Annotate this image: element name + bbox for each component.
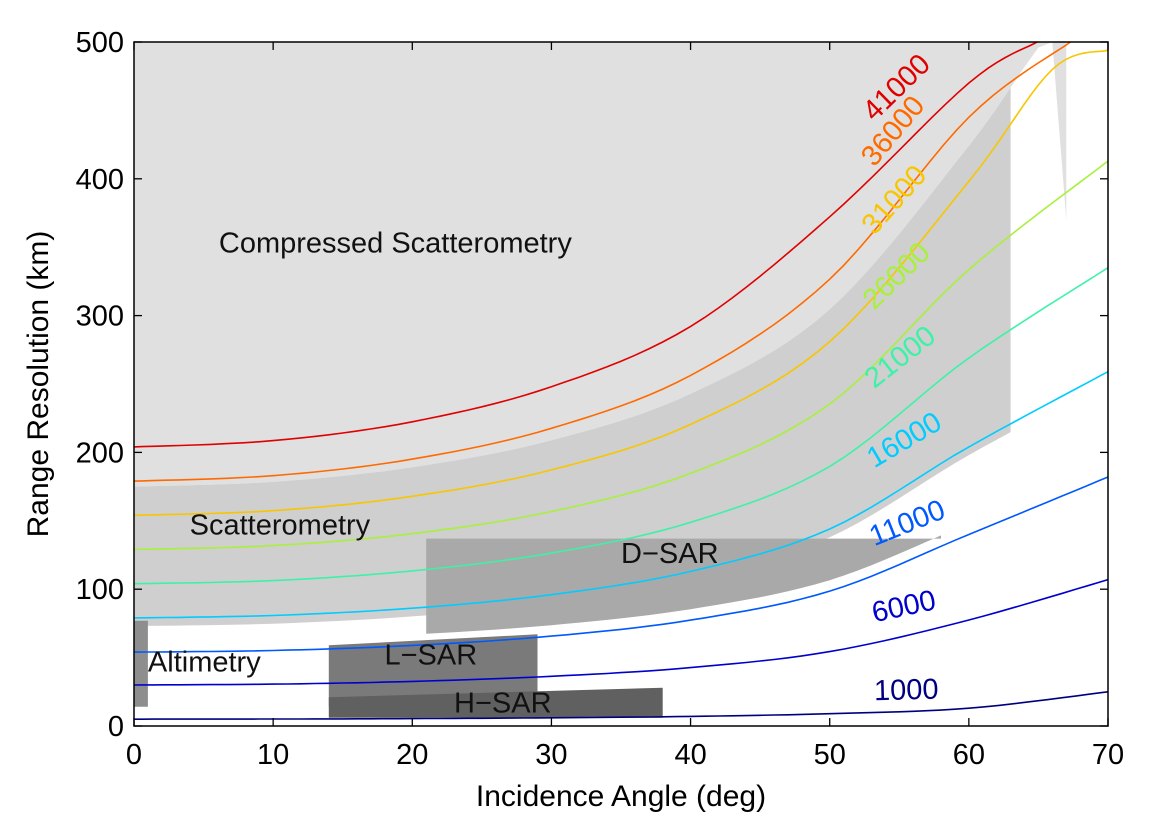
- axis-ticks: [133, 41, 1109, 727]
- x-tick-label: 50: [814, 739, 846, 771]
- x-tick-label: 20: [396, 739, 428, 771]
- region-label-4: L−SAR: [384, 639, 477, 671]
- curve-21000: [133, 267, 1109, 585]
- curve-1000: [134, 691, 1109, 720]
- resolution-curves: [133, 41, 1109, 720]
- curve-26000: [133, 160, 1109, 551]
- x-tick-label: 60: [953, 739, 985, 771]
- x-tick-label: 0: [126, 739, 142, 771]
- region-d-sar: [426, 377, 941, 634]
- curve-11000: [133, 476, 1109, 653]
- shaded-regions: [134, 42, 1067, 718]
- y-tick-label: 100: [76, 574, 124, 606]
- region-label-2: D−SAR: [621, 538, 719, 570]
- region-altimetry: [134, 620, 148, 707]
- x-tick-label: 30: [535, 739, 567, 771]
- x-tick-label: 40: [674, 739, 706, 771]
- region-label-0: Compressed Scatterometry: [219, 228, 572, 260]
- curve-label-6000: 6000: [869, 584, 939, 629]
- y-tick-label: 500: [76, 27, 124, 59]
- region-labels: Compressed Scatterometry Scatterometry D−S…: [148, 228, 719, 720]
- region-label-5: H−SAR: [454, 687, 552, 719]
- region-compressed-scatterometry: [134, 42, 1067, 487]
- y-tick-label: 300: [76, 301, 124, 333]
- curve-label-1000: 1000: [874, 674, 939, 708]
- x-tick-label: 10: [257, 739, 289, 771]
- y-tick-label: 0: [108, 711, 124, 743]
- tick-labels: 0 10 20 30 40 50 60 70 0 100 200 300 400 500: [76, 27, 1125, 771]
- region-label-3: Altimetry: [148, 646, 261, 678]
- region-label-1: Scatterometry: [190, 509, 371, 541]
- curve-6000: [133, 578, 1109, 686]
- y-tick-label: 200: [76, 437, 124, 469]
- curve-16000: [133, 370, 1109, 619]
- x-tick-label: 70: [1092, 739, 1124, 771]
- y-tick-label: 400: [76, 164, 124, 196]
- curve-36000: [133, 41, 1071, 482]
- y-axis-title: Range Resolution (km): [22, 231, 55, 538]
- region-h-sar: [328, 687, 663, 718]
- region-l-sar: [328, 634, 538, 707]
- curve-31000: [133, 49, 1109, 517]
- region-scatterometry: [134, 87, 1011, 627]
- x-axis-title: Incidence Angle (deg): [476, 780, 766, 813]
- curve-41000: [133, 41, 1038, 448]
- plot-frame: [133, 41, 1109, 727]
